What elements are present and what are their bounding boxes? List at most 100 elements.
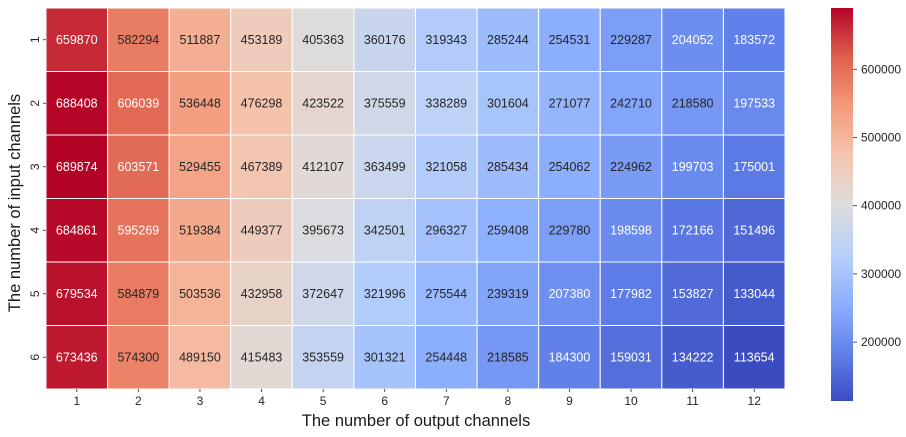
heatmap-cell-r2-c12	[722, 71, 786, 136]
heatmap-cell-r4-c6	[353, 198, 416, 263]
cell-value-r3-c9: 254062	[549, 160, 591, 174]
cell-value-r1-c3: 511887	[180, 33, 221, 47]
cell-value-r5-c2: 584879	[118, 287, 160, 301]
cell-value-r2-c4: 476298	[241, 96, 283, 110]
x-tick-label-6: 6	[381, 394, 388, 408]
x-tick-label-11: 11	[686, 394, 699, 408]
cell-value-r6-c7: 254448	[425, 350, 467, 364]
cell-value-r6-c9: 184300	[549, 350, 591, 364]
x-tick-label-9: 9	[566, 394, 573, 408]
heatmap-cell-r6-c8	[476, 325, 540, 390]
heatmap-cell-r1-c4	[230, 7, 293, 72]
cell-value-r1-c6: 360176	[364, 33, 406, 47]
cell-value-r3-c11: 199703	[672, 160, 714, 174]
heatmap-cell-r3-c4	[230, 134, 293, 199]
cell-value-r6-c3: 489150	[179, 350, 221, 364]
heatmap-cell-r4-c11	[661, 198, 724, 263]
heatmap-cell-r6-c10	[599, 325, 663, 390]
heatmap-cell-r4-c4	[230, 198, 293, 263]
heatmap-cell-r1-c8	[476, 7, 540, 72]
heatmap-cell-r5-c6	[353, 261, 416, 326]
heatmap-cell-r6-c4	[230, 325, 293, 390]
cell-value-r4-c3: 519384	[179, 223, 221, 237]
colorbar-tick-label-300000: 300000	[861, 267, 901, 281]
cell-value-r5-c6: 321996	[364, 287, 406, 301]
cell-value-r4-c2: 595269	[118, 223, 160, 237]
cell-value-r2-c7: 338289	[425, 96, 467, 110]
cell-value-r4-c9: 229780	[549, 223, 591, 237]
heatmap-cell-r2-c5	[291, 71, 355, 136]
x-axis-label: The number of output channels	[302, 412, 530, 430]
heatmap-cell-r1-c12	[722, 7, 786, 72]
cell-value-r4-c5: 395673	[302, 223, 344, 237]
cell-value-r5-c12: 133044	[733, 287, 775, 301]
heatmap-cell-r3-c12	[722, 134, 786, 199]
heatmap-cell-r5-c11	[661, 261, 724, 326]
x-tick-label-8: 8	[505, 394, 512, 408]
cell-value-r1-c9: 254531	[549, 33, 591, 47]
cell-value-r1-c1: 659870	[56, 33, 98, 47]
heatmap-cell-r4-c9	[538, 198, 601, 263]
cell-value-r6-c11: 134222	[672, 350, 714, 364]
cell-value-r4-c1: 684861	[56, 223, 98, 237]
cell-value-r1-c8: 285244	[487, 33, 529, 47]
heatmap-cell-r5-c2	[107, 261, 170, 326]
heatmap-cell-r6-c9	[538, 325, 601, 390]
cell-value-r5-c7: 275544	[425, 287, 467, 301]
cell-value-r4-c4: 449377	[241, 223, 283, 237]
cell-value-r1-c12: 183572	[733, 33, 775, 47]
cell-value-r6-c4: 415483	[241, 350, 283, 364]
cell-value-r4-c12: 151496	[733, 223, 775, 237]
cell-value-r3-c5: 412107	[302, 160, 344, 174]
colorbar-tick-label-400000: 400000	[861, 199, 901, 213]
cell-value-r5-c5: 372647	[302, 287, 344, 301]
heatmap-cell-r4-c10	[599, 198, 663, 263]
x-tick-label-2: 2	[135, 394, 142, 408]
heatmap-cell-r4-c3	[168, 198, 232, 263]
cell-value-r6-c5: 353559	[302, 350, 344, 364]
x-tick-label-5: 5	[320, 394, 327, 408]
cell-value-r2-c11: 218580	[672, 96, 714, 110]
heatmap-cell-r5-c7	[415, 261, 478, 326]
heatmap-cell-r1-c3	[168, 7, 232, 72]
cell-value-r3-c8: 285434	[487, 160, 529, 174]
x-tick-label-1: 1	[73, 394, 80, 408]
cell-value-r1-c4: 453189	[241, 33, 283, 47]
cell-value-r3-c4: 467389	[241, 160, 283, 174]
cell-value-r6-c1: 673436	[56, 350, 98, 364]
cell-value-r4-c10: 198598	[610, 223, 652, 237]
cell-value-r3-c3: 529455	[179, 160, 221, 174]
cell-value-r3-c1: 689874	[56, 160, 98, 174]
cell-value-r1-c2: 582294	[118, 33, 160, 47]
cell-value-r2-c6: 375559	[364, 96, 406, 110]
heatmap-cell-r5-c5	[291, 261, 355, 326]
heatmap-cell-r3-c5	[291, 134, 355, 199]
x-tick-label-7: 7	[443, 394, 450, 408]
cell-value-r2-c9: 271077	[549, 96, 591, 110]
cell-value-r1-c10: 229287	[610, 33, 652, 47]
heatmap-cell-r2-c10	[599, 71, 663, 136]
cell-value-r5-c8: 239319	[487, 287, 529, 301]
colorbar-ticks: 200000 300000 400000 500000 600000	[853, 62, 901, 349]
heatmap-cell-r4-c1	[45, 198, 109, 263]
colorbar	[831, 8, 853, 401]
cell-value-r5-c1: 679534	[56, 287, 98, 301]
cell-value-r4-c8: 259408	[487, 223, 529, 237]
cell-value-r3-c10: 224962	[610, 160, 652, 174]
heatmap-cell-r5-c8	[476, 261, 540, 326]
heatmap-cells	[45, 7, 786, 390]
cell-value-r4-c6: 342501	[364, 223, 406, 237]
x-tick-label-3: 3	[197, 394, 204, 408]
cell-value-r6-c6: 301321	[364, 350, 406, 364]
y-axis-label: The number of input channels	[6, 94, 24, 312]
heatmap-cell-r4-c7	[415, 198, 478, 263]
heatmap-cell-r1-c2	[107, 7, 170, 72]
cell-value-r5-c9: 207380	[549, 287, 591, 301]
y-tick-label-2: 2	[28, 100, 42, 107]
cell-value-r2-c1: 688408	[56, 96, 98, 110]
cell-value-r6-c10: 159031	[610, 350, 652, 364]
heatmap-cell-r3-c7	[415, 134, 478, 199]
colorbar-tick-label-200000: 200000	[861, 335, 901, 349]
heatmap-cell-r4-c12	[722, 198, 786, 263]
